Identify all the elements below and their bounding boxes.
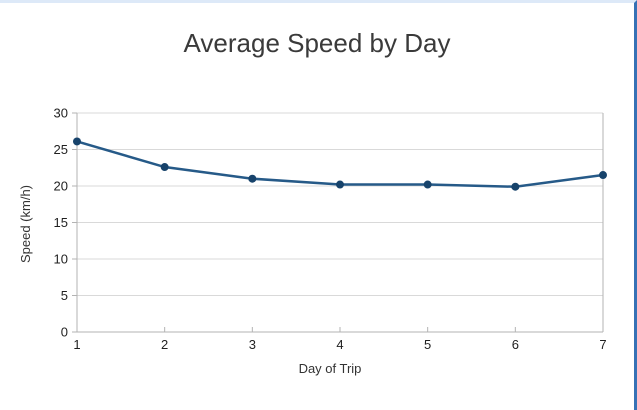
data-point [73,137,81,146]
chart-title: Average Speed by Day [183,28,451,58]
data-point [248,174,257,183]
x-axis-title: Day of Trip [299,361,362,376]
x-tick-label: 6 [512,337,519,352]
x-tick-label: 5 [424,337,431,352]
x-tick-label: 2 [161,337,168,352]
series-line [76,140,604,188]
plot-area: 0 5 10 15 20 25 30 1 2 3 4 5 6 7 Day of Trip Speed (k… [18,106,607,376]
y-tick-label: 0 [61,325,68,340]
data-point [160,163,169,172]
data-point [599,171,607,180]
data-point [511,182,520,191]
x-tick-label: 4 [336,337,343,352]
data-point [423,180,432,189]
y-tick-label: 5 [61,288,68,303]
y-tick-label: 20 [54,179,68,194]
y-tick-label: 25 [54,142,68,157]
y-tick-label: 15 [54,215,68,230]
data-point [336,180,344,189]
x-tick-label: 1 [73,337,80,352]
y-axis-title: Speed (km/h) [18,185,33,263]
x-tick-label: 3 [249,337,256,352]
x-tick-label: 7 [599,337,606,352]
y-tick-label: 30 [54,106,68,121]
y-tick-label: 10 [54,252,68,267]
